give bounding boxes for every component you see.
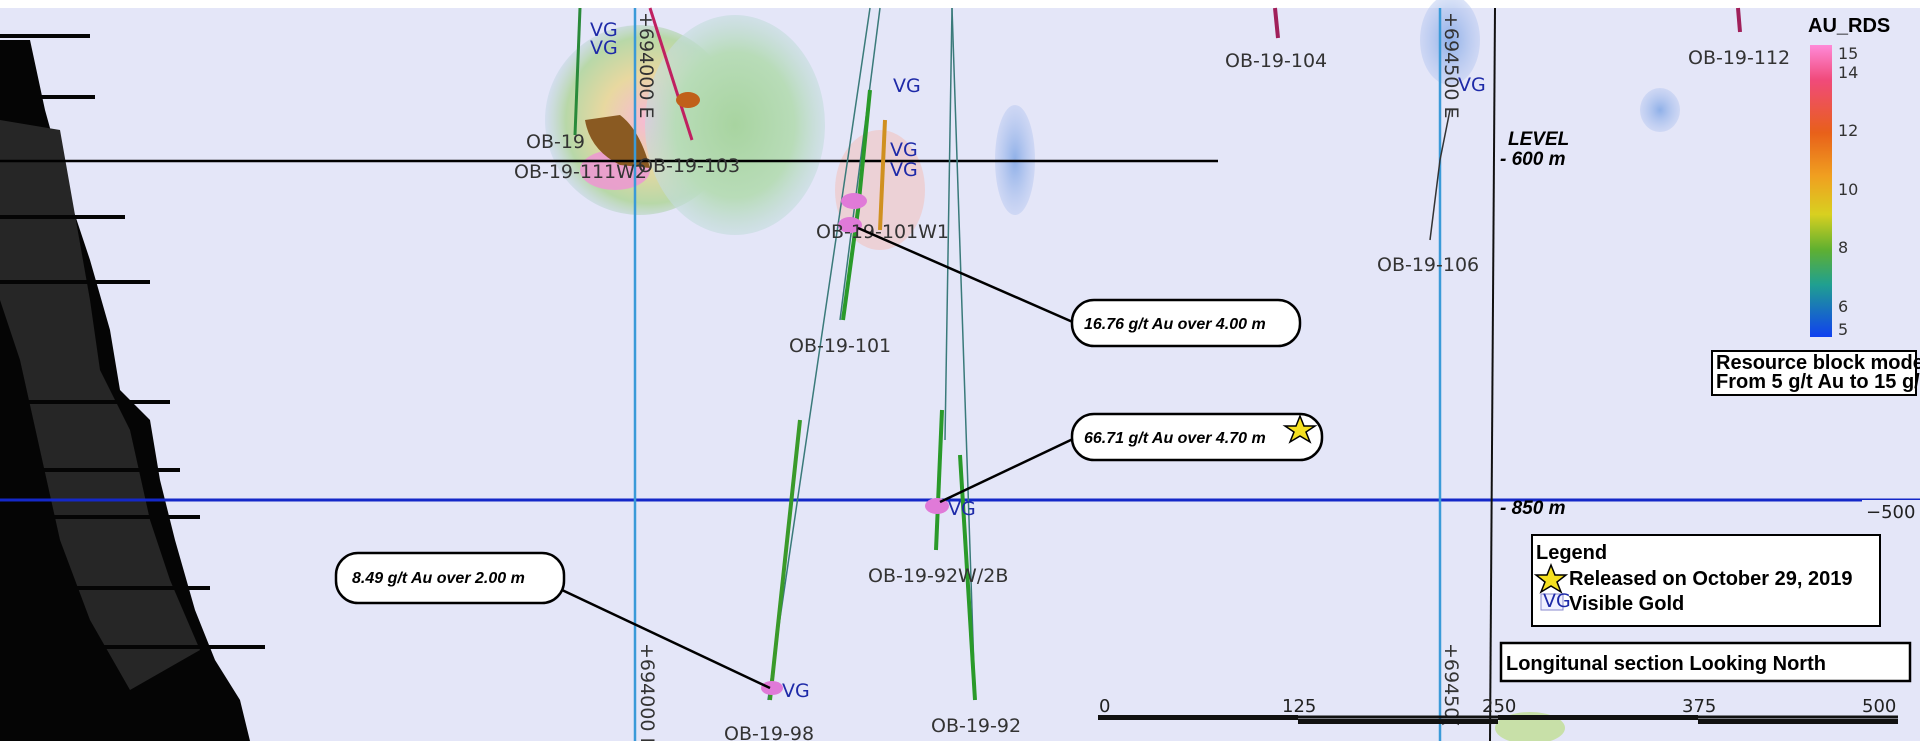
- scale-bar: 0 125 250 375 500: [1098, 696, 1898, 724]
- legend-vg-symbol: VG: [1543, 590, 1571, 612]
- underground-workings: [0, 34, 265, 741]
- colorbar-title: AU_RDS: [1808, 15, 1890, 37]
- intercept-marker-98: [761, 681, 783, 695]
- drill-hole-label: OB-19-106: [1377, 254, 1479, 276]
- easting-label-694500-top: +694500 E: [1440, 12, 1462, 119]
- ore-body-106: [1420, 0, 1480, 85]
- colorbar-tick: 12: [1838, 121, 1858, 140]
- drill-trace-92w-collar: [944, 7, 953, 441]
- level-600-label: - 600 m: [1500, 149, 1566, 170]
- drill-trace-103: [648, 7, 694, 141]
- section-boundary-line: [1489, 7, 1496, 741]
- intercept-marker-101w1: [841, 193, 867, 209]
- colorbar-tick: 6: [1838, 297, 1848, 316]
- drill-hole-label: OB-19-111W2: [514, 161, 647, 183]
- easting-label-694000-top: +694000 E: [635, 12, 657, 119]
- drill-hole-label: OB-19-103: [638, 155, 740, 177]
- colorbar-tick: 14: [1838, 63, 1858, 82]
- drill-trace-101: [841, 89, 872, 321]
- drill-hole-label: OB-19-98: [724, 723, 814, 741]
- intercept-callout-text: 16.76 g/t Au over 4.00 m: [1084, 316, 1266, 333]
- scale-tick-label: 500: [1862, 696, 1896, 717]
- intercept-callout-text: 66.71 g/t Au over 4.70 m: [1084, 430, 1266, 447]
- legend-vg-entry: Visible Gold: [1569, 593, 1684, 615]
- released-star-icon: [1282, 413, 1318, 444]
- colorbar-ticks: 15 14 12 10 8 6 5: [1838, 44, 1858, 339]
- intercept-callout-3: 8.49 g/t Au over 2.00 m: [334, 551, 566, 605]
- right-edge-elevation-label: −500: [1866, 502, 1915, 523]
- vg-label: VG: [590, 19, 618, 41]
- drill-hole-label: OB-19-101: [789, 335, 891, 357]
- vg-label: VG: [893, 75, 921, 97]
- colorbar-tick: 5: [1838, 320, 1848, 339]
- colorbar-note: Resource block model From 5 g/t Au to 15…: [1711, 350, 1920, 396]
- drill-trace-104: [1273, 7, 1280, 39]
- drill-hole-label: OB-19-101W1: [816, 221, 949, 243]
- vg-label: VG: [590, 37, 618, 59]
- intercept-callout-1: 16.76 g/t Au over 4.00 m: [1070, 298, 1302, 348]
- drill-trace-111: [573, 7, 582, 136]
- vg-label: VG: [1458, 74, 1486, 96]
- legend-star-icon: [1533, 562, 1569, 594]
- section-title-box: Longitunal section Looking North: [1499, 641, 1912, 683]
- section-background: [0, 8, 1920, 741]
- legend-title: Legend: [1536, 542, 1607, 564]
- drill-hole-traces: [573, 7, 1742, 701]
- vg-label: VG: [948, 498, 976, 520]
- section-title: Longitunal section Looking North: [1506, 653, 1826, 675]
- scale-tick-label: 0: [1099, 696, 1110, 717]
- drill-trace-92: [958, 454, 977, 701]
- callout-leader-3: [561, 588, 771, 690]
- ore-body-east: [645, 15, 825, 235]
- drill-trace-101w1: [878, 119, 887, 231]
- colorbar-gradient: [1810, 45, 1832, 337]
- intercept-marker-92w2b: [925, 498, 949, 514]
- scale-tick-label: 250: [1482, 696, 1516, 717]
- callout-leader-1: [857, 226, 1076, 325]
- ore-body-112: [1640, 88, 1680, 132]
- colorbar-note-line-1: Resource block model: [1716, 352, 1920, 374]
- easting-label-694000-bottom: +694000 E: [636, 643, 658, 741]
- legend-vg-icon: [1540, 593, 1564, 611]
- drill-trace-98: [768, 419, 802, 701]
- drill-trace-106: [1429, 109, 1451, 241]
- drill-trace-92-collar: [951, 7, 976, 701]
- easting-label-694500-bottom: +69450(: [1440, 643, 1462, 727]
- drill-hole-label: OB-19-92: [931, 715, 1021, 737]
- intercept-marker-101: [838, 217, 862, 233]
- level-850-label: - 850 m: [1500, 498, 1566, 519]
- drill-hole-label: OB-19-104: [1225, 50, 1327, 72]
- colorbar-tick: 8: [1838, 238, 1848, 257]
- colorbar-tick: 10: [1838, 180, 1858, 199]
- legend: Legend Released on October 29, 2019 VG V…: [1531, 534, 1881, 627]
- intercept-callout-2: 66.71 g/t Au over 4.70 m: [1070, 412, 1324, 462]
- drill-hole-label: OB-19-92W/2B: [868, 565, 1008, 587]
- vg-label: VG: [782, 680, 810, 702]
- vg-label: VG: [890, 159, 918, 181]
- scale-tick-label: 375: [1682, 696, 1716, 717]
- legend-star-entry: Released on October 29, 2019: [1569, 568, 1852, 590]
- drill-trace-98-collar: [767, 7, 871, 701]
- drill-trace-112: [1736, 7, 1742, 33]
- intercept-callout-text: 8.49 g/t Au over 2.00 m: [352, 570, 525, 587]
- colorbar-note-line-2: From 5 g/t Au to 15 g/t Au: [1716, 371, 1920, 393]
- vg-label: VG: [890, 139, 918, 161]
- top-margin: [0, 0, 1920, 8]
- resource-block-model: [545, 0, 1680, 741]
- drill-hole-label: OB-19: [526, 131, 585, 153]
- intercept-marker-103: [676, 92, 700, 108]
- scale-tick-label: 125: [1282, 696, 1316, 717]
- drill-trace-92w2b: [934, 409, 944, 551]
- colorbar-tick: 15: [1838, 44, 1858, 63]
- drill-trace-101-collar: [839, 7, 881, 321]
- drill-hole-label: OB-19-112: [1688, 47, 1790, 69]
- right-edge-label-bg: [1862, 500, 1920, 526]
- callout-leader-2: [939, 436, 1076, 504]
- level-title: LEVEL: [1508, 129, 1569, 150]
